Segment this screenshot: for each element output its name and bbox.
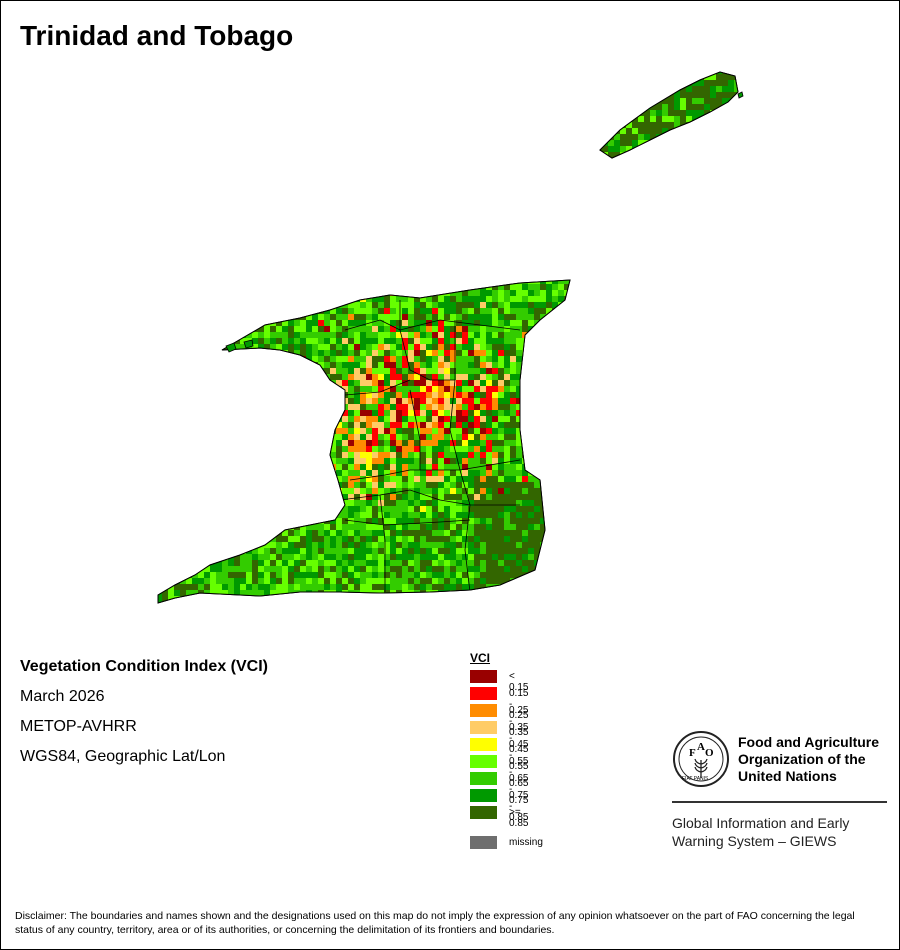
legend-row: 0.75 - 0.85 bbox=[470, 789, 528, 823]
fao-org-line-2: Organization of the bbox=[738, 751, 866, 767]
legend-row: 0.35 - 0.45 bbox=[470, 721, 528, 755]
legend-row: < 0.15 bbox=[470, 670, 528, 693]
fao-logo-letter-f: F bbox=[689, 747, 696, 759]
legend-label: 0.35 - 0.45 bbox=[509, 722, 529, 755]
legend-label: 0.25 - 0.35 bbox=[509, 705, 529, 738]
legend-row: 0.25 - 0.35 bbox=[470, 704, 528, 738]
legend-swatch bbox=[470, 789, 497, 802]
giews-line-1: Global Information and Early bbox=[672, 815, 850, 831]
giews-line-2: Warning System – GIEWS bbox=[672, 833, 837, 849]
legend-row: >= 0.85 bbox=[470, 806, 528, 829]
disclaimer: Disclaimer: The boundaries and names sho… bbox=[15, 910, 855, 936]
fao-org-name: Food and Agriculture Organization of the… bbox=[738, 734, 898, 785]
admin-boundaries bbox=[339, 300, 521, 593]
vci-legend: VCI < 0.15 0.15 - 0.25 0.25 - 0.35 0.35 - 0… bbox=[470, 651, 543, 849]
sensor: METOP-AVHRR bbox=[20, 718, 137, 735]
fao-divider bbox=[672, 801, 887, 803]
legend-title: VCI bbox=[470, 651, 491, 665]
fao-org-line-1: Food and Agriculture bbox=[738, 734, 880, 750]
map-info: Vegetation Condition Index (VCI) March 2… bbox=[20, 656, 268, 776]
fao-logo-icon: F A O FIAT PANIS bbox=[673, 731, 729, 787]
index-name: Vegetation Condition Index (VCI) bbox=[20, 658, 268, 675]
legend-label: 0.15 - 0.25 bbox=[509, 688, 529, 721]
legend-label: < 0.15 bbox=[509, 671, 529, 693]
projection: WGS84, Geographic Lat/Lon bbox=[20, 748, 226, 765]
legend-label: 0.65 - 0.75 bbox=[509, 773, 529, 806]
legend-label: 0.45 - 0.55 bbox=[509, 739, 529, 772]
legend-swatch bbox=[470, 721, 497, 734]
legend-row: 0.45 - 0.55 bbox=[470, 738, 528, 772]
fao-org-line-3: United Nations bbox=[738, 768, 837, 784]
legend-swatch bbox=[470, 738, 497, 751]
giews-name: Global Information and Early Warning Sys… bbox=[672, 814, 888, 850]
fao-logo-motto: FIAT PANIS bbox=[682, 776, 709, 782]
legend-swatch bbox=[470, 670, 497, 683]
legend-row: 0.15 - 0.25 bbox=[470, 687, 528, 721]
legend-swatch bbox=[470, 687, 497, 700]
fao-logo-letter-a: A bbox=[697, 741, 705, 753]
trinidad-island bbox=[157, 279, 571, 604]
legend-row: 0.65 - 0.75 bbox=[470, 772, 528, 806]
legend-swatch bbox=[470, 755, 497, 768]
legend-label-missing: missing bbox=[509, 837, 543, 848]
fao-logo-letter-o: O bbox=[705, 747, 714, 759]
map-title: Trinidad and Tobago bbox=[20, 20, 294, 51]
legend-label: 0.55 - 0.65 bbox=[509, 756, 529, 789]
legend-label: >= 0.85 bbox=[509, 807, 529, 829]
legend-swatch-missing bbox=[470, 836, 497, 849]
legend-swatch bbox=[470, 704, 497, 717]
vci-map bbox=[157, 71, 744, 604]
tobago-island bbox=[599, 71, 739, 159]
legend-swatch bbox=[470, 772, 497, 785]
legend-label: 0.75 - 0.85 bbox=[509, 790, 529, 823]
legend-row: 0.55 - 0.65 bbox=[470, 755, 528, 789]
small-islets bbox=[225, 91, 744, 353]
period: March 2026 bbox=[20, 688, 105, 705]
legend-swatch bbox=[470, 806, 497, 819]
